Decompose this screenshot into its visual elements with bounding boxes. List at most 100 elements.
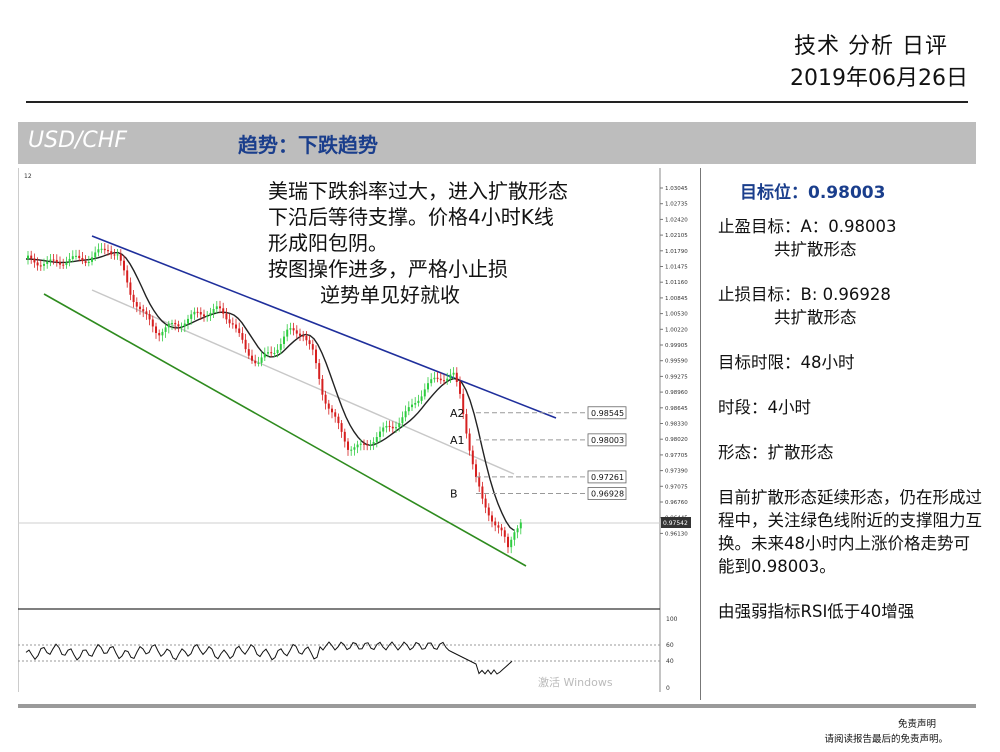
current-price-tag — [661, 517, 691, 528]
candle-body — [190, 314, 193, 319]
take-profit: 止盈目标：A：0.98003 共扩散形态 — [718, 215, 982, 261]
candle-body — [366, 444, 369, 446]
candle-body — [87, 261, 90, 263]
candle-body — [372, 441, 375, 445]
candle-body — [379, 431, 381, 438]
take-profit-value: 止盈目标：A：0.98003 — [718, 217, 897, 236]
panel-separator — [700, 168, 701, 700]
candle-body — [55, 259, 58, 263]
candle-body — [516, 528, 519, 533]
candle-body — [65, 262, 68, 265]
candle-body — [510, 539, 513, 548]
level-value: 0.98003 — [591, 436, 624, 445]
price-tick-label: 0.99905 — [665, 343, 688, 349]
target-price: 目标位：0.98003 — [740, 183, 886, 203]
candle-body — [84, 261, 87, 263]
candle-body — [110, 251, 113, 255]
candle-body — [97, 249, 100, 253]
candle-body — [164, 327, 167, 332]
price-chart: 12 1.03045 1.02735 1.02420 1.02105 1.01790 1.… — [18, 168, 691, 692]
report-date: 2019年06月26日 — [790, 66, 968, 91]
candle-body — [209, 312, 212, 316]
candle-body — [417, 400, 420, 404]
price-tick-label: 1.02420 — [665, 217, 688, 223]
rsi-note: 由强弱指标RSI低于40增强 — [718, 602, 915, 621]
price-tick-label: 1.00530 — [665, 312, 688, 318]
candle-body — [148, 314, 151, 320]
title-band: USD/CHF 趋势：下跌趋势 — [18, 122, 976, 164]
timeframe: 时段：4小时 — [718, 398, 811, 417]
candle-body — [286, 329, 289, 337]
candle-body — [283, 336, 285, 345]
candle-body — [507, 536, 509, 548]
analysis-note: 美瑞下跌斜率过大，进入扩散形态 下沿后等待支撑。价格4小时K线 形成阳包阴。 按… — [268, 178, 668, 308]
candle-body — [423, 389, 426, 397]
candle-body — [334, 412, 337, 417]
current-price-value: 0.97542 — [663, 520, 688, 527]
candle-body — [71, 256, 74, 259]
candle-body — [315, 349, 317, 364]
candle-body — [459, 381, 461, 394]
candle-body — [177, 324, 180, 327]
candle-body — [430, 379, 433, 384]
candle-body — [62, 264, 65, 266]
candle-body — [356, 444, 359, 448]
candle-body — [302, 335, 305, 337]
candle-body — [100, 248, 103, 250]
candle-body — [481, 486, 484, 499]
note-line: 逆势单见好就收 — [320, 283, 460, 307]
candle-body — [292, 328, 295, 331]
candle-body — [247, 349, 250, 356]
candle-body — [132, 294, 135, 303]
candle-body — [196, 311, 199, 313]
candle-body — [119, 254, 122, 261]
candle-body — [414, 403, 417, 405]
candle-body — [251, 355, 253, 361]
candle-body — [167, 323, 170, 328]
summary-panel: 目标位：0.98003 止盈目标：A：0.98003 共扩散形态 止损目标：B:… — [718, 178, 982, 623]
stop-loss-value: 止损目标：B: 0.96928 — [718, 285, 891, 304]
candle-body — [228, 319, 231, 324]
candle-body — [254, 360, 257, 364]
candle-body — [145, 311, 148, 315]
rsi-axis-100: 100 — [666, 616, 678, 623]
candle-body — [353, 447, 356, 450]
disclaimer-title: 免责声明 — [897, 719, 936, 730]
candle-body — [129, 282, 132, 295]
candle-body — [151, 319, 154, 327]
time-limit: 目标时限：48小时 — [718, 353, 855, 372]
candle-body — [455, 372, 458, 382]
price-tick-label: 0.97390 — [665, 469, 688, 475]
candle-body — [519, 522, 522, 529]
candle-body — [231, 323, 234, 325]
candle-body — [260, 357, 263, 363]
candle-body — [289, 328, 292, 330]
rsi-axis-40: 40 — [666, 658, 674, 665]
candle-body — [343, 431, 346, 442]
candle-body — [222, 308, 225, 314]
moving-average-line — [25, 251, 515, 531]
candle-body — [382, 427, 385, 432]
candle-body — [375, 437, 378, 442]
candle-body — [171, 322, 173, 324]
price-tick-label: 1.00220 — [665, 327, 688, 333]
header-divider — [26, 101, 968, 103]
report-title: 技术 分析 日评 — [794, 34, 948, 59]
candle-body — [193, 311, 196, 315]
candle-body — [241, 333, 244, 340]
take-profit-pattern: 共扩散形态 — [774, 240, 857, 259]
pattern: 形态：扩散形态 — [718, 443, 834, 462]
candle-body — [81, 258, 84, 262]
price-tick-label: 0.98960 — [665, 390, 688, 396]
candle-body — [46, 261, 49, 264]
candle-body — [395, 427, 397, 429]
candle-body — [401, 417, 404, 424]
candle-body — [388, 425, 391, 427]
candle-body — [427, 383, 429, 390]
candle-body — [350, 449, 353, 451]
price-tick-label: 1.02735 — [665, 202, 688, 208]
upper-channel-line — [91, 235, 557, 419]
candle-body — [513, 532, 516, 540]
candle-body — [180, 326, 183, 328]
candle-body — [36, 262, 39, 266]
